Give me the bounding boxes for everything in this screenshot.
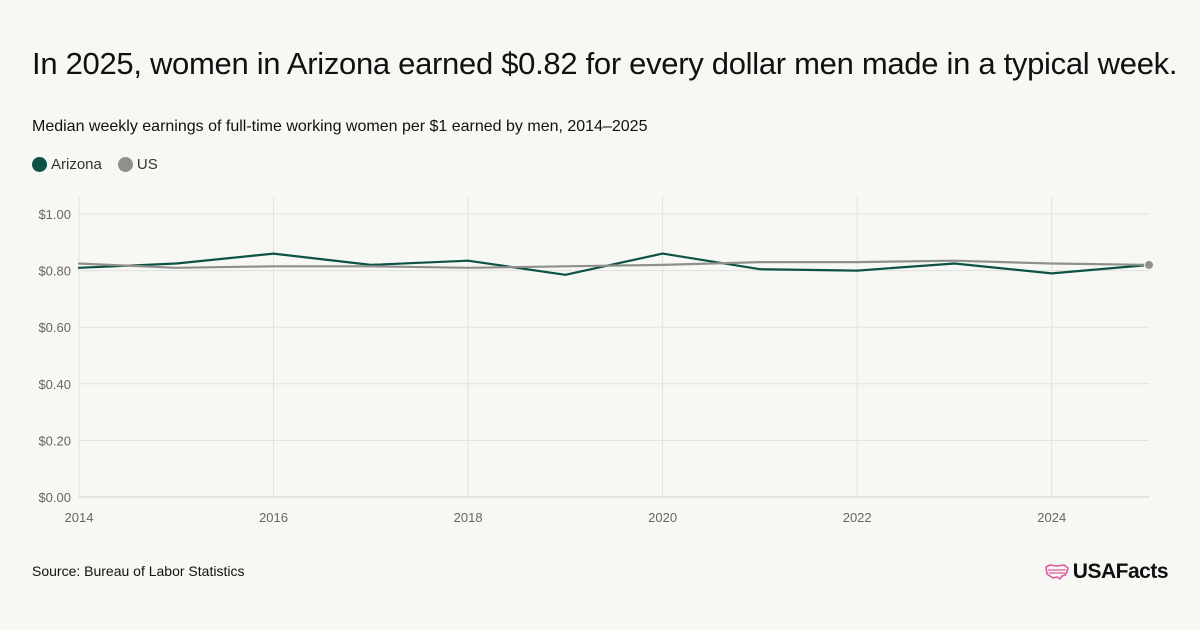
y-tick-label: $0.60 — [38, 320, 71, 335]
legend: Arizona US — [32, 156, 158, 173]
brand-logo[interactable]: USAFacts — [1044, 560, 1169, 584]
x-tick-label: 2018 — [454, 510, 483, 525]
legend-label-arizona: Arizona — [51, 156, 102, 173]
us-map-icon — [1044, 564, 1069, 580]
series-line-arizona — [77, 252, 1151, 276]
y-tick-label: $0.00 — [38, 490, 71, 505]
end-point-marker — [1144, 259, 1154, 270]
x-tick-label: 2022 — [843, 510, 872, 525]
x-tick-label: 2024 — [1037, 510, 1066, 525]
legend-swatch-us — [117, 157, 133, 172]
x-tick-label: 2016 — [259, 510, 288, 525]
brand-name: USAFacts — [1072, 560, 1169, 583]
legend-item-us[interactable]: US — [117, 156, 158, 173]
chart-title: In 2025, women in Arizona earned $0.82 f… — [32, 46, 1178, 81]
y-tick-label: $0.80 — [38, 264, 71, 279]
source-note: Source: Bureau of Labor Statistics — [32, 563, 245, 579]
series-line-us — [77, 259, 1151, 269]
x-tick-label: 2014 — [65, 510, 94, 525]
y-tick-label: $0.20 — [38, 433, 71, 448]
y-tick-label: $0.40 — [38, 377, 71, 392]
x-tick-label: 2020 — [648, 510, 677, 525]
chart-subtitle: Median weekly earnings of full-time work… — [32, 118, 648, 135]
legend-label-us: US — [136, 156, 158, 173]
legend-item-arizona[interactable]: Arizona — [32, 156, 102, 173]
y-tick-label: $1.00 — [38, 207, 71, 222]
legend-swatch-arizona — [32, 157, 47, 172]
